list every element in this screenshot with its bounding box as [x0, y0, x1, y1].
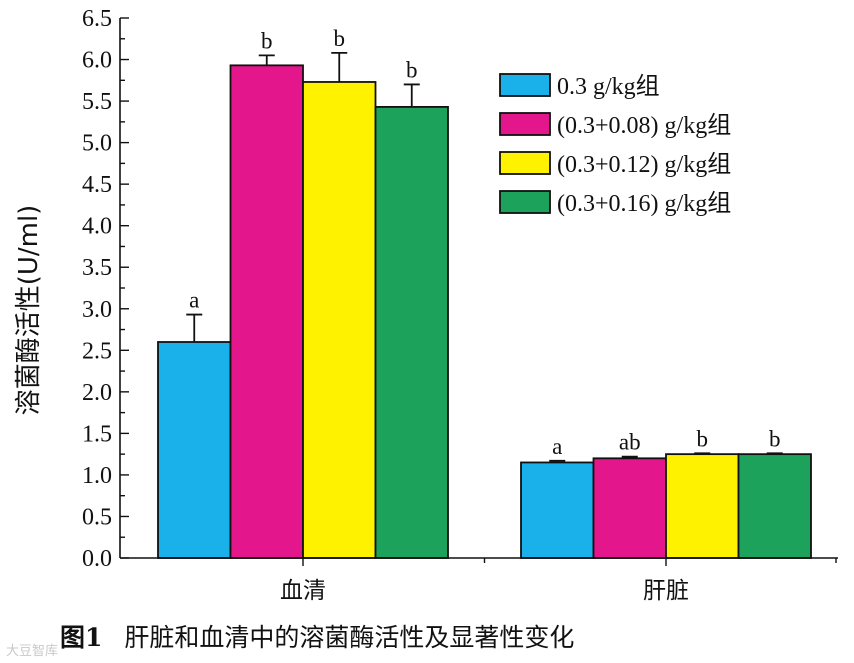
significance-label: ab: [619, 430, 641, 455]
watermark: 大豆智库: [6, 644, 59, 659]
x-category-label: 血清: [280, 578, 326, 604]
figure-number: 图1: [60, 623, 103, 652]
x-axis: 血清 肝脏: [120, 557, 838, 604]
legend-label: (0.3+0.16) g/kg组: [557, 190, 731, 217]
bar: [737, 453, 812, 559]
y-tick-label: 5.5: [82, 89, 112, 115]
bars: ab bba ab b b: [157, 26, 812, 559]
y-axis-label: 溶菌酶活性(U/ml): [14, 205, 44, 416]
y-tick-label: 4.5: [82, 172, 112, 198]
bar: [374, 105, 449, 559]
y-tick-label: 3.0: [82, 297, 112, 323]
y-tick-label: 0.5: [82, 504, 112, 530]
bar: [302, 81, 377, 559]
y-tick-label: 5.0: [82, 131, 112, 157]
significance-label: b: [697, 426, 709, 451]
y-tick-label: 1.5: [82, 421, 112, 447]
significance-label: a: [189, 288, 199, 313]
y-tick-label: 3.5: [82, 255, 112, 281]
y-tick-label: 0.0: [82, 546, 112, 572]
figure-caption: 图1 肝脏和血清中的溶菌酶活性及显著性变化: [60, 618, 820, 654]
bar: [157, 341, 232, 559]
significance-label: b: [769, 426, 781, 451]
significance-label: b: [261, 28, 273, 53]
legend-swatch: [499, 112, 551, 136]
y-tick-label: 4.0: [82, 214, 112, 240]
bar: [229, 64, 304, 559]
legend-label: 0.3 g/kg组: [557, 73, 660, 100]
significance-label: b: [406, 57, 418, 82]
y-tick-label: 2.0: [82, 380, 112, 406]
bar: [520, 461, 595, 559]
legend-label: (0.3+0.12) g/kg组: [557, 151, 731, 178]
significance-label: a: [552, 434, 562, 459]
y-tick-label: 6.5: [82, 6, 112, 32]
legend-swatch: [499, 151, 551, 175]
y-tick-label: 2.5: [82, 338, 112, 364]
legend-label: (0.3+0.08) g/kg组: [557, 112, 731, 139]
significance-label: b: [334, 26, 346, 51]
y-tick-label: 6.0: [82, 48, 112, 74]
bar: [665, 453, 740, 559]
lysozyme-bar-chart: 0.0 0.5 1.0 1.5 2.0 2.5 3.0 3.5 4.0 4.5 5.0 5.5 6.0 6…: [14, 6, 838, 604]
legend-swatch: [499, 190, 551, 214]
y-tick-label: 1.0: [82, 463, 112, 489]
x-category-label: 肝脏: [643, 578, 689, 604]
bar: [592, 457, 667, 559]
y-axis: 0.0 0.5 1.0 1.5 2.0 2.5 3.0 3.5 4.0 4.5 5.0 5.5 6.0 6…: [82, 6, 129, 572]
legend: 0.3 g/kg组 (0.3+0.08) g/kg组 (0.3+0.12) g/kg…: [499, 73, 731, 217]
figure-caption-text: 肝脏和血清中的溶菌酶活性及显著性变化: [124, 623, 575, 652]
legend-swatch: [499, 73, 551, 97]
